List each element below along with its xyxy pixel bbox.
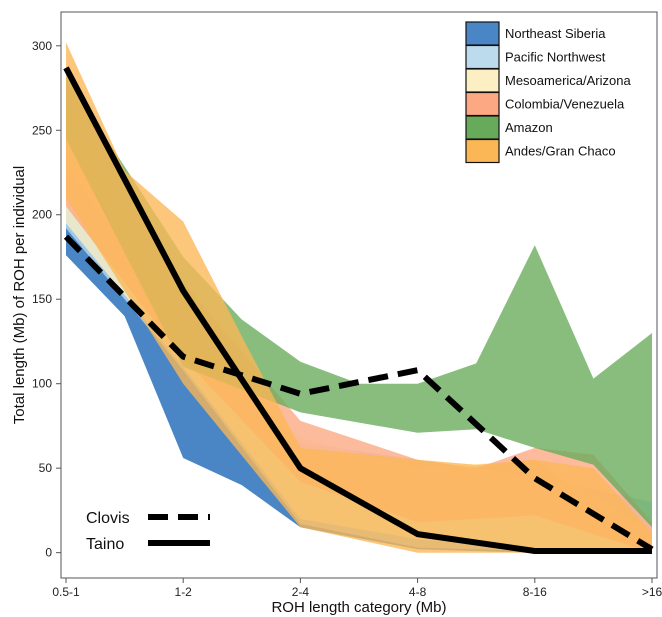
line-series — [63, 66, 654, 554]
legend-label-mesoamerica-arizona: Mesoamerica/Arizona — [505, 73, 631, 88]
plot-frame — [60, 11, 658, 579]
x-tick-label: 1-2 — [175, 585, 193, 599]
x-tick-label: 4-8 — [409, 585, 427, 599]
y-tick-label: 200 — [32, 208, 52, 222]
x-tick-label: 0.5-1 — [52, 585, 80, 599]
y-tick-label: 0 — [45, 546, 52, 560]
y-tick-label: 150 — [32, 292, 52, 306]
legend-swatch-andes-gran-chaco — [465, 138, 500, 164]
legend-swatch-amazon — [465, 115, 500, 140]
y-tick-label: 300 — [32, 39, 52, 53]
line-legend: Clovis Taino — [86, 510, 210, 553]
legend-label-northeast-siberia: Northeast Siberia — [505, 26, 606, 41]
axes: 0 50 100 150 200 250 300 0.5-1 1-2 2-4 4-8 8-16 >16 — [32, 39, 662, 599]
legend-label-pacific-northwest: Pacific Northwest — [505, 50, 606, 65]
line-clovis — [63, 234, 654, 552]
x-tick-label: 8-16 — [523, 585, 547, 599]
legend-swatch-mesoamerica-arizona — [465, 68, 500, 93]
band-andes-gran-chaco — [66, 42, 652, 553]
legend: Northeast Siberia Pacific Northwest Mesoam… — [465, 21, 631, 164]
band-areas — [66, 42, 652, 553]
legend-label-andes-gran-chaco: Andes/Gran Chaco — [505, 144, 616, 159]
line-legend-label-clovis: Clovis — [86, 510, 130, 527]
y-tick-label: 50 — [39, 461, 53, 475]
x-tick-label: 2-4 — [292, 585, 310, 599]
legend-swatch-colombia-venezuela — [465, 91, 500, 117]
legend-swatch-northeast-siberia — [465, 21, 500, 46]
legend-label-colombia-venezuela: Colombia/Venezuela — [505, 97, 625, 112]
y-tick-label: 100 — [32, 377, 52, 391]
line-legend-label-taino: Taino — [86, 536, 124, 553]
line-taino — [63, 66, 652, 554]
y-axis-title: Total length (Mb) of ROH per individual — [11, 166, 28, 424]
y-tick-label: 250 — [32, 123, 52, 137]
band-amazon — [66, 76, 652, 528]
legend-swatch-pacific-northwest — [465, 44, 500, 70]
x-tick-label: >16 — [642, 585, 662, 599]
x-axis-title: ROH length category (Mb) — [271, 599, 446, 616]
legend-label-amazon: Amazon — [505, 120, 553, 135]
